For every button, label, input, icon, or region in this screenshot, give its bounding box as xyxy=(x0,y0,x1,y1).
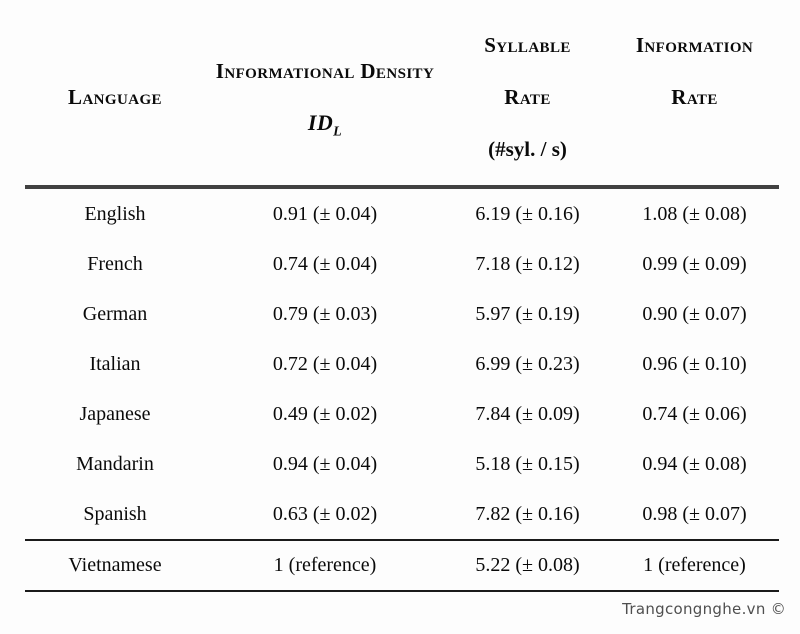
cell-information-rate: 1.08 (± 0.08) xyxy=(642,202,747,225)
table-row-german: German 0.79 (± 0.03) 5.97 (± 0.19) 0.90 … xyxy=(25,289,779,339)
cell-informational-density: 0.72 (± 0.04) xyxy=(272,352,378,375)
cell-informational-density: 0.63 (± 0.02) xyxy=(272,502,378,525)
density-symbol-subscript: L xyxy=(333,124,343,140)
header-language-label: Language xyxy=(68,85,162,109)
cell-syllable-rate: 5.22 (± 0.08) xyxy=(475,554,580,576)
cell-syllable-rate: 6.19 (± 0.16) xyxy=(475,202,580,225)
column-header-language: Language xyxy=(25,0,205,185)
cell-syllable-rate: 6.99 (± 0.23) xyxy=(475,352,580,375)
table-row-spanish: Spanish 0.63 (± 0.02) 7.82 (± 0.16) 0.98… xyxy=(25,489,779,539)
table-row-french: French 0.74 (± 0.04) 7.18 (± 0.12) 0.99 … xyxy=(25,239,779,289)
cell-syllable-rate: 7.18 (± 0.12) xyxy=(475,252,580,275)
column-header-syllable-rate: Syllable Rate (#syl. / s) xyxy=(445,0,610,185)
cell-language: Spanish xyxy=(83,502,147,525)
cell-informational-density: 0.49 (± 0.02) xyxy=(272,402,378,425)
cell-language: Italian xyxy=(89,352,141,375)
header-syllable-line1: Syllable xyxy=(484,33,571,57)
cell-information-rate: 0.96 (± 0.10) xyxy=(642,352,747,375)
table-row-japanese: Japanese 0.49 (± 0.02) 7.84 (± 0.09) 0.7… xyxy=(25,389,779,439)
density-symbol-main: ID xyxy=(307,110,334,135)
table-row-italian: Italian 0.72 (± 0.04) 6.99 (± 0.23) 0.96… xyxy=(25,339,779,389)
watermark: Trangcongnghe.vn © xyxy=(622,600,786,618)
table-row-mandarin: Mandarin 0.94 (± 0.04) 5.18 (± 0.15) 0.9… xyxy=(25,439,779,489)
header-density-label: Informational Density xyxy=(215,59,435,83)
header-info-line2: Rate xyxy=(671,85,718,109)
column-header-information-rate: Information Rate xyxy=(610,0,779,185)
table-row-english: English 0.91 (± 0.04) 6.19 (± 0.16) 1.08… xyxy=(25,189,779,239)
cell-informational-density: 0.91 (± 0.04) xyxy=(272,202,378,225)
cell-information-rate: 0.98 (± 0.07) xyxy=(642,502,747,525)
cell-language: German xyxy=(82,302,148,325)
header-density-symbol: IDL xyxy=(205,97,445,149)
header-info-line1: Information xyxy=(635,33,754,57)
cell-language: French xyxy=(87,252,143,275)
cell-language: Mandarin xyxy=(76,452,154,475)
table-header: Language Informational Density IDL Sylla… xyxy=(25,0,779,189)
cell-syllable-rate: 5.97 (± 0.19) xyxy=(475,302,580,325)
table-row-vietnamese-reference: Vietnamese 1 (reference) 5.22 (± 0.08) 1… xyxy=(25,539,779,592)
header-syllable-unit: (#syl. / s) xyxy=(488,137,567,161)
cell-information-rate: 0.99 (± 0.09) xyxy=(642,252,747,275)
cell-language: Japanese xyxy=(79,402,151,425)
cell-language: English xyxy=(84,202,146,225)
cell-informational-density: 0.94 (± 0.04) xyxy=(272,452,378,475)
cell-informational-density: 0.74 (± 0.04) xyxy=(272,252,378,275)
cell-syllable-rate: 7.82 (± 0.16) xyxy=(475,502,580,525)
cell-information-rate: 0.74 (± 0.06) xyxy=(642,402,747,425)
cell-information-rate: 1 (reference) xyxy=(643,554,746,576)
column-header-informational-density: Informational Density IDL xyxy=(205,0,445,185)
language-data-table: Language Informational Density IDL Sylla… xyxy=(25,0,779,592)
cell-syllable-rate: 7.84 (± 0.09) xyxy=(475,402,580,425)
cell-informational-density: 0.79 (± 0.03) xyxy=(272,302,378,325)
cell-information-rate: 0.90 (± 0.07) xyxy=(642,302,747,325)
cell-information-rate: 0.94 (± 0.08) xyxy=(642,452,747,475)
cell-language: Vietnamese xyxy=(68,554,162,576)
header-syllable-line2: Rate xyxy=(504,85,551,109)
cell-informational-density: 1 (reference) xyxy=(273,554,377,576)
cell-syllable-rate: 5.18 (± 0.15) xyxy=(475,452,580,475)
